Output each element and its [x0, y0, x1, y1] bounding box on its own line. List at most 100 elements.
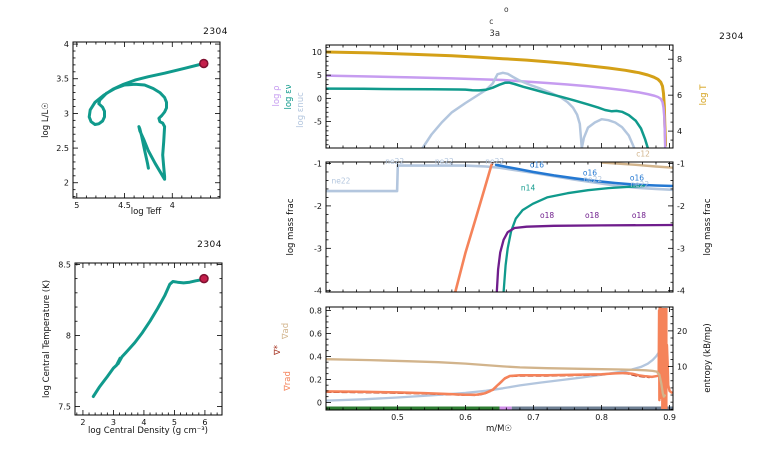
svg-text:c12: c12 [636, 150, 650, 159]
svg-text:2: 2 [80, 418, 85, 427]
svg-text:-1: -1 [314, 159, 322, 168]
svg-text:o18: o18 [632, 211, 646, 220]
series-o18 [495, 223, 673, 292]
svg-text:0: 0 [317, 94, 322, 103]
svg-text:-3: -3 [677, 244, 685, 253]
trho-ylabel: log Central Temperature (K) [42, 279, 52, 399]
svg-text:6: 6 [202, 418, 207, 427]
series-n14 [502, 184, 645, 292]
svg-text:o16: o16 [630, 173, 644, 182]
series-log-rho [326, 74, 667, 148]
svg-text:3.5: 3.5 [56, 75, 69, 84]
svg-text:0.4: 0.4 [309, 352, 322, 361]
svg-text:ne22: ne22 [485, 157, 504, 166]
series-grad-ad [326, 358, 666, 398]
series-log-eps-nuc [421, 71, 636, 148]
mixing-radiative [511, 406, 673, 410]
current-model [199, 58, 209, 69]
series-evolution-track [87, 62, 206, 181]
svg-text:-2: -2 [677, 202, 685, 211]
svg-text:2.5: 2.5 [56, 144, 69, 153]
gradients-ylabel-gradstar: ∇* [273, 345, 283, 355]
abundances-panel: -1 -1 -2 -2 -3 -3 -4 -4 ne22 ne22 ne22 ne22 ne22 ne22… [314, 150, 685, 296]
svg-text:4.5: 4.5 [118, 201, 131, 210]
svg-text:-2: -2 [314, 202, 322, 211]
svg-text:0.5: 0.5 [391, 413, 404, 422]
svg-text:0: 0 [317, 398, 322, 407]
svg-text:-4: -4 [314, 287, 322, 296]
trho-panel: 2 3 4 5 6 7.5 8 8.5 [58, 260, 223, 427]
svg-text:0.9: 0.9 [663, 413, 676, 422]
svg-text:-1: -1 [677, 159, 685, 168]
svg-text:ne22: ne22 [583, 175, 602, 184]
profiles-ylabel-logepsnuc: log εnuc [296, 92, 306, 128]
current-model [199, 273, 209, 284]
svg-text:0.7: 0.7 [527, 413, 540, 422]
series-central-conditions-track [91, 277, 206, 398]
svg-text:5: 5 [317, 71, 322, 80]
profiles-ylabel-logepsnu: log εν [284, 84, 294, 110]
trho-title: 2304 [197, 240, 222, 250]
hr-ylabel: log L/L☉ [41, 102, 51, 138]
hr-xlabel: log Teff [130, 207, 162, 217]
svg-text:4: 4 [170, 201, 175, 210]
svg-text:0.8: 0.8 [309, 306, 322, 315]
svg-text:10: 10 [677, 363, 687, 372]
svg-text:3: 3 [64, 109, 69, 118]
svg-text:-4: -4 [677, 287, 685, 296]
series-c12 [600, 162, 673, 169]
svg-text:-5: -5 [314, 118, 322, 127]
series-log-eps-nu [326, 81, 650, 148]
hr-panel: 5 4.5 4 2 2.5 3 3.5 4 [56, 40, 221, 210]
abundances-y2label: log mass frac [703, 198, 713, 256]
svg-text:5: 5 [172, 418, 177, 427]
svg-text:ne22: ne22 [630, 180, 649, 189]
svg-text:8.5: 8.5 [58, 260, 71, 269]
svg-text:n14: n14 [521, 184, 536, 193]
svg-text:-3: -3 [314, 244, 322, 253]
svg-text:c: c [489, 17, 493, 26]
gradients-y2label-entropy: entropy (kB/mp) [703, 323, 713, 393]
hr-title: 2304 [203, 27, 228, 37]
profiles-y2label-logt: log T [699, 84, 709, 106]
svg-text:o16: o16 [530, 161, 544, 170]
series-grad-rad [326, 307, 673, 402]
svg-text:4: 4 [677, 127, 682, 136]
series-log-T [326, 50, 667, 147]
abundances-ylabel: log mass frac [286, 198, 296, 256]
gradients-ylabel-gradad: ∇ad [281, 322, 291, 340]
series-unlabeled-coral [453, 162, 495, 292]
profiles-panel: 10 5 0 -5 8 6 4 o c 3a [312, 5, 682, 149]
mixing-convective [326, 406, 500, 410]
gradients-xlabel: m/M☉ [485, 424, 513, 434]
svg-text:0.6: 0.6 [309, 329, 322, 338]
svg-text:o16: o16 [583, 168, 597, 177]
mixing-semiconvective [499, 406, 512, 410]
svg-text:10: 10 [312, 48, 322, 57]
svg-text:4: 4 [64, 40, 69, 49]
svg-text:0.2: 0.2 [309, 375, 322, 384]
svg-text:20: 20 [677, 327, 687, 336]
profiles-ylabel-logrho: log ρ [272, 85, 282, 107]
svg-text:o: o [504, 5, 509, 14]
svg-text:0.8: 0.8 [595, 413, 608, 422]
svg-text:o18: o18 [585, 211, 599, 220]
svg-text:ne22: ne22 [385, 157, 404, 166]
svg-text:4: 4 [141, 418, 146, 427]
svg-text:ne22: ne22 [332, 176, 351, 185]
svg-text:o18: o18 [540, 211, 554, 220]
trho-xlabel: log Central Density (g cm⁻³) [88, 426, 208, 436]
svg-text:8: 8 [66, 331, 71, 340]
svg-text:2: 2 [64, 179, 69, 188]
svg-text:3a: 3a [489, 29, 500, 39]
svg-text:0.6: 0.6 [459, 413, 472, 422]
svg-text:8: 8 [677, 55, 682, 64]
gradients-panel: 0.5 0.6 0.7 0.8 0.9 0 0.2 0.4 0.6 0.8 10 20 [309, 306, 687, 422]
svg-text:ne22: ne22 [435, 157, 454, 166]
gradients-ylabel-gradrad: ∇rad [283, 371, 293, 391]
svg-text:7.5: 7.5 [58, 402, 71, 411]
svg-text:6: 6 [677, 91, 682, 100]
svg-text:3: 3 [111, 418, 116, 427]
